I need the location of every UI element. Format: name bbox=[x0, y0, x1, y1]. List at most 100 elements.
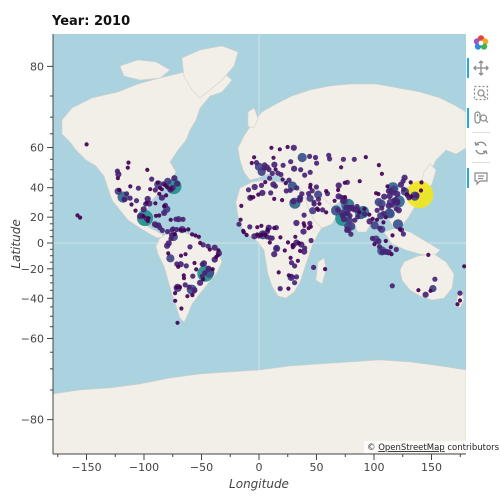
data-point[interactable] bbox=[369, 235, 376, 241]
data-point[interactable] bbox=[277, 147, 282, 152]
data-point[interactable] bbox=[288, 159, 294, 165]
data-point[interactable] bbox=[296, 241, 302, 246]
data-point[interactable] bbox=[282, 248, 287, 253]
data-point[interactable] bbox=[174, 180, 181, 187]
data-point[interactable] bbox=[362, 211, 368, 217]
data-point[interactable] bbox=[164, 184, 170, 190]
data-point[interactable] bbox=[145, 167, 150, 172]
data-point[interactable] bbox=[348, 231, 354, 237]
data-point[interactable] bbox=[181, 276, 187, 281]
reset-icon[interactable] bbox=[470, 137, 492, 159]
data-point[interactable] bbox=[376, 244, 383, 250]
data-point[interactable] bbox=[379, 248, 386, 255]
data-point[interactable] bbox=[152, 187, 158, 193]
data-point[interactable] bbox=[145, 218, 150, 224]
data-point[interactable] bbox=[84, 142, 89, 147]
data-point[interactable] bbox=[362, 206, 367, 211]
data-point[interactable] bbox=[249, 160, 254, 166]
data-point[interactable] bbox=[286, 177, 292, 183]
data-point[interactable] bbox=[317, 201, 322, 206]
data-point[interactable] bbox=[422, 291, 429, 298]
bokeh-logo-icon[interactable] bbox=[470, 32, 492, 54]
data-point[interactable] bbox=[300, 228, 307, 235]
data-point[interactable] bbox=[335, 182, 342, 189]
data-point[interactable] bbox=[274, 245, 280, 251]
data-point[interactable] bbox=[186, 284, 192, 290]
data-point[interactable] bbox=[255, 232, 260, 237]
data-point[interactable] bbox=[392, 219, 404, 230]
data-point[interactable] bbox=[168, 186, 173, 191]
data-point[interactable] bbox=[345, 217, 353, 225]
data-point[interactable] bbox=[263, 232, 268, 238]
data-point[interactable] bbox=[251, 195, 256, 200]
data-point[interactable] bbox=[178, 253, 184, 258]
data-point[interactable] bbox=[153, 222, 159, 229]
data-point[interactable] bbox=[177, 285, 182, 290]
data-point[interactable] bbox=[374, 191, 379, 196]
data-point[interactable] bbox=[294, 185, 300, 191]
data-point[interactable] bbox=[374, 207, 380, 213]
data-point[interactable] bbox=[324, 189, 329, 194]
data-point[interactable] bbox=[153, 201, 158, 206]
data-point[interactable] bbox=[193, 233, 198, 238]
data-point[interactable] bbox=[286, 286, 291, 291]
data-point[interactable] bbox=[271, 161, 278, 168]
data-point[interactable] bbox=[245, 187, 252, 193]
data-point[interactable] bbox=[288, 255, 293, 260]
data-point[interactable] bbox=[128, 184, 133, 189]
data-point[interactable] bbox=[114, 168, 120, 174]
data-point[interactable] bbox=[157, 213, 162, 218]
data-point[interactable] bbox=[389, 202, 395, 208]
data-point[interactable] bbox=[377, 225, 383, 231]
data-point[interactable] bbox=[379, 205, 385, 211]
data-point[interactable] bbox=[285, 144, 290, 150]
data-point[interactable] bbox=[406, 181, 434, 209]
data-point[interactable] bbox=[149, 176, 155, 182]
data-point[interactable] bbox=[183, 252, 188, 257]
data-point[interactable] bbox=[244, 232, 249, 238]
data-point[interactable] bbox=[311, 199, 317, 205]
data-point[interactable] bbox=[370, 216, 375, 221]
data-point[interactable] bbox=[408, 180, 413, 185]
data-point[interactable] bbox=[379, 171, 384, 176]
data-point[interactable] bbox=[332, 198, 337, 203]
data-point[interactable] bbox=[377, 199, 386, 208]
data-point[interactable] bbox=[261, 165, 267, 171]
data-point[interactable] bbox=[351, 207, 357, 213]
data-point[interactable] bbox=[216, 248, 221, 253]
data-point[interactable] bbox=[171, 175, 178, 182]
data-point[interactable] bbox=[291, 165, 298, 172]
data-point[interactable] bbox=[293, 274, 300, 280]
data-point[interactable] bbox=[255, 225, 260, 230]
data-point[interactable] bbox=[384, 208, 394, 218]
data-point[interactable] bbox=[165, 229, 171, 235]
data-point[interactable] bbox=[380, 210, 387, 216]
data-point[interactable] bbox=[276, 270, 281, 275]
data-point[interactable] bbox=[314, 190, 323, 199]
data-point[interactable] bbox=[269, 170, 275, 176]
data-point[interactable] bbox=[186, 227, 191, 232]
data-point[interactable] bbox=[121, 196, 128, 203]
data-point[interactable] bbox=[416, 288, 421, 293]
data-point[interactable] bbox=[247, 224, 253, 230]
data-point[interactable] bbox=[198, 240, 203, 246]
data-point[interactable] bbox=[191, 287, 198, 294]
data-point[interactable] bbox=[199, 261, 205, 267]
data-point[interactable] bbox=[196, 234, 201, 239]
data-point[interactable] bbox=[340, 156, 346, 162]
data-point[interactable] bbox=[140, 206, 147, 213]
data-point[interactable] bbox=[241, 228, 246, 233]
data-point[interactable] bbox=[400, 231, 406, 237]
data-point[interactable] bbox=[290, 144, 297, 151]
data-point[interactable] bbox=[298, 167, 304, 173]
data-point[interactable] bbox=[309, 188, 315, 194]
data-point[interactable] bbox=[418, 188, 424, 193]
data-point[interactable] bbox=[355, 214, 361, 220]
data-point[interactable] bbox=[173, 291, 178, 296]
data-point[interactable] bbox=[370, 221, 379, 230]
data-point[interactable] bbox=[185, 294, 190, 299]
data-point[interactable] bbox=[166, 254, 175, 263]
data-point[interactable] bbox=[272, 183, 278, 189]
data-point[interactable] bbox=[293, 234, 298, 239]
